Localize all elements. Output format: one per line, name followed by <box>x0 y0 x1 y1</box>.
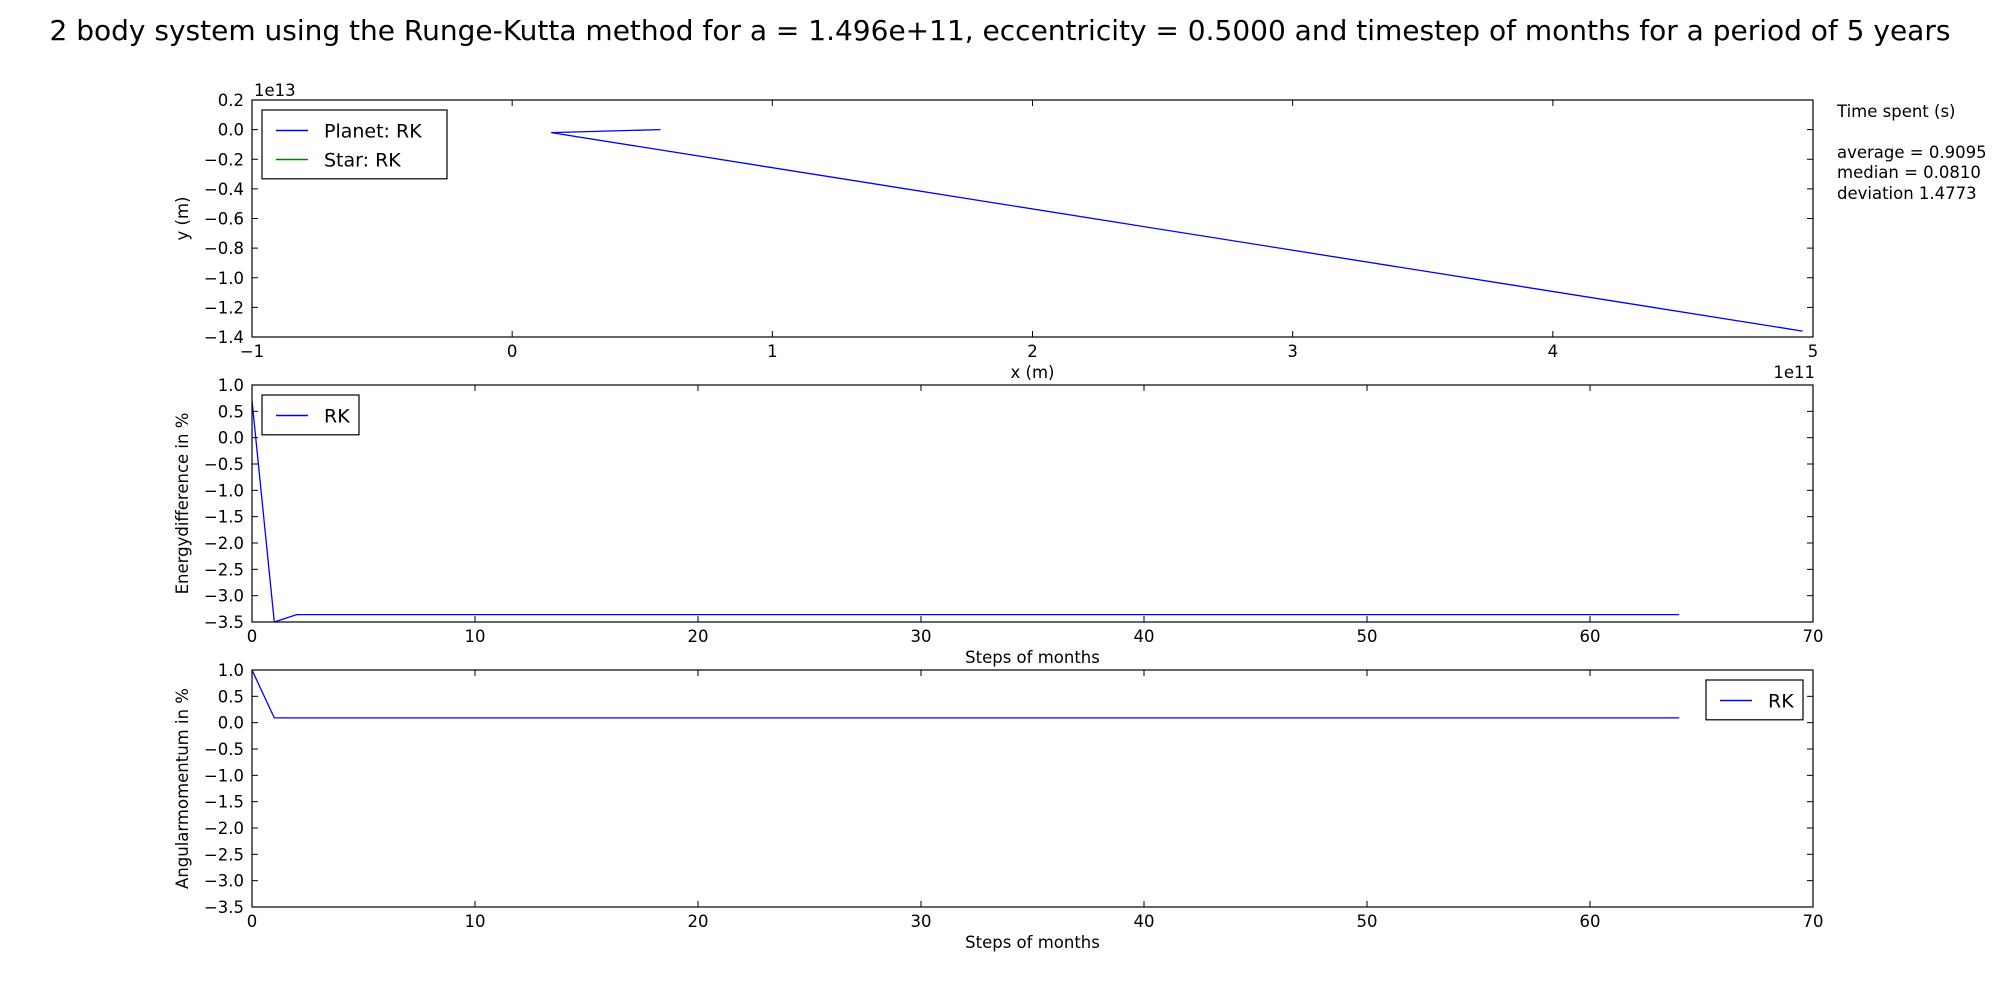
x-tick-label-1-5: 50 <box>1357 627 1378 646</box>
plot-frame-1 <box>251 384 1814 623</box>
x-tick-label-0-0: −1 <box>240 342 264 361</box>
y-tick-label-1-2: 0.0 <box>218 429 244 448</box>
y-axis-label-2: Angularmomentum in % <box>173 688 192 889</box>
x-tick-label-2-4: 40 <box>1134 912 1155 931</box>
y-axis-label-1: Energydifference in % <box>173 413 192 595</box>
legend-label-1-0: RK <box>324 406 350 428</box>
y-tick-label-2-7: −2.5 <box>204 845 244 864</box>
y-tick-label-1-6: −2.0 <box>204 534 244 553</box>
x-tick-label-0-2: 1 <box>767 342 778 361</box>
x-axis-label-0: x (m) <box>1011 363 1055 382</box>
x-tick-label-1-7: 70 <box>1803 627 1824 646</box>
series-line-0-0 <box>551 128 1803 332</box>
time-spent-deviation: deviation 1.4773 <box>1837 183 1977 203</box>
y-tick-label-0-4: −0.6 <box>204 210 244 229</box>
y-tick-label-1-3: −0.5 <box>204 455 244 474</box>
y-tick-label-1-8: −3.0 <box>204 587 244 606</box>
x-offset-label-0: 1e11 <box>1773 363 1815 382</box>
series-line-2-0 <box>252 670 1680 719</box>
time-spent-heading: Time spent (s) <box>1837 102 1956 121</box>
legend-label-2-0: RK <box>1768 691 1794 713</box>
y-tick-label-2-2: 0.0 <box>218 714 244 733</box>
y-tick-label-1-1: 0.5 <box>218 402 244 421</box>
x-tick-label-0-4: 3 <box>1287 342 1298 361</box>
figure-title: 2 body system using the Runge-Kutta meth… <box>49 14 1951 47</box>
y-tick-label-2-5: −1.5 <box>204 793 244 812</box>
y-tick-label-2-1: 0.5 <box>218 687 244 706</box>
x-tick-label-0-3: 2 <box>1027 342 1038 361</box>
y-tick-label-1-4: −1.0 <box>204 481 244 500</box>
x-tick-label-2-1: 10 <box>465 912 486 931</box>
x-axis-label-1: Steps of months <box>965 648 1100 667</box>
y-tick-label-1-0: 1.0 <box>218 376 244 395</box>
y-tick-label-0-7: −1.2 <box>204 298 244 317</box>
legend-label-0-1: Star: RK <box>324 150 401 172</box>
time-spent-average: average = 0.9095 <box>1837 142 1987 162</box>
y-tick-label-1-7: −2.5 <box>204 560 244 579</box>
y-tick-label-1-5: −1.5 <box>204 508 244 527</box>
y-tick-label-0-3: −0.4 <box>204 180 244 199</box>
y-axis-label-0: y (m) <box>173 197 192 241</box>
legend-label-0-0: Planet: RK <box>324 121 422 143</box>
y-offset-label-0: 1e13 <box>254 81 296 100</box>
x-tick-label-1-0: 0 <box>247 627 258 646</box>
y-tick-label-2-8: −3.0 <box>204 872 244 891</box>
x-tick-label-1-2: 20 <box>688 627 709 646</box>
y-tick-label-2-4: −1.0 <box>204 766 244 785</box>
x-tick-label-2-3: 30 <box>911 912 932 931</box>
y-tick-label-2-6: −2.0 <box>204 819 244 838</box>
time-spent-panel: Time spent (s) average = 0.9095 median =… <box>1837 102 1987 204</box>
x-tick-label-1-3: 30 <box>911 627 932 646</box>
x-tick-label-2-2: 20 <box>688 912 709 931</box>
series-line-1-0 <box>252 400 1680 622</box>
x-tick-label-2-6: 60 <box>1580 912 1601 931</box>
x-tick-label-2-5: 50 <box>1357 912 1378 931</box>
y-tick-label-1-9: −3.5 <box>204 613 244 632</box>
x-tick-label-0-5: 4 <box>1548 342 1559 361</box>
y-tick-label-0-5: −0.8 <box>204 239 244 258</box>
info-spacer <box>1837 123 1987 143</box>
y-tick-label-0-8: −1.4 <box>204 328 244 347</box>
x-tick-label-2-0: 0 <box>247 912 258 931</box>
x-tick-label-1-4: 40 <box>1134 627 1155 646</box>
x-tick-label-0-1: 0 <box>507 342 518 361</box>
y-tick-label-2-3: −0.5 <box>204 740 244 759</box>
x-tick-label-1-1: 10 <box>465 627 486 646</box>
time-spent-median: median = 0.0810 <box>1837 163 1981 182</box>
plot-frame-0 <box>251 99 1814 338</box>
x-tick-label-2-7: 70 <box>1803 912 1824 931</box>
y-tick-label-2-0: 1.0 <box>218 661 244 680</box>
plot-frame-2 <box>251 669 1814 908</box>
x-axis-label-2: Steps of months <box>965 933 1100 952</box>
x-tick-label-1-6: 60 <box>1580 627 1601 646</box>
x-tick-label-0-6: 5 <box>1808 342 1819 361</box>
y-tick-label-0-0: 0.2 <box>218 91 244 110</box>
legend-box-0 <box>261 109 448 180</box>
y-tick-label-0-6: −1.0 <box>204 269 244 288</box>
y-tick-label-0-1: 0.0 <box>218 121 244 140</box>
y-tick-label-2-9: −3.5 <box>204 898 244 917</box>
y-tick-label-0-2: −0.2 <box>204 150 244 169</box>
